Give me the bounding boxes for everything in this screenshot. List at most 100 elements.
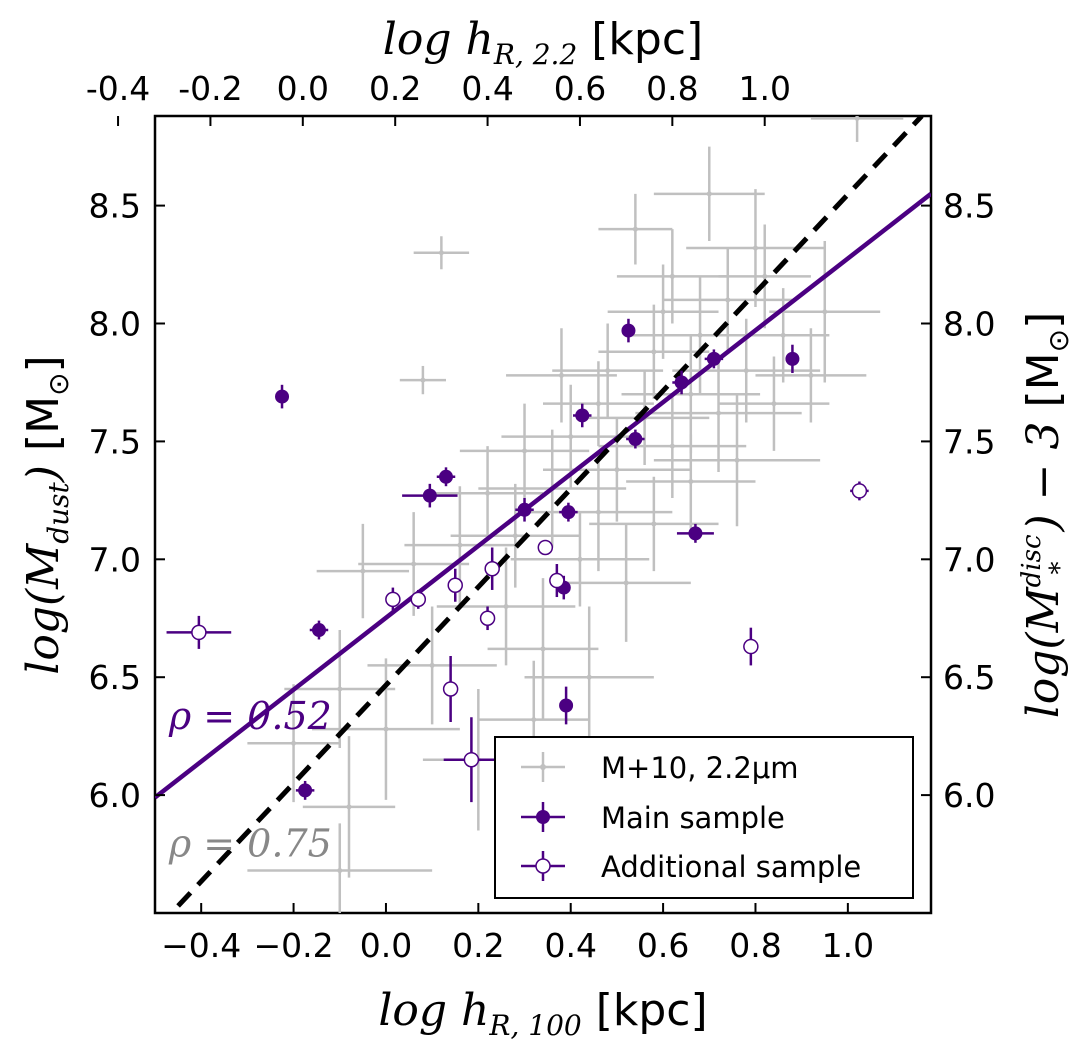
gray-point	[632, 226, 638, 232]
gray-point	[595, 401, 601, 407]
fit-lines-layer	[155, 116, 931, 908]
one-to-one-line	[176, 116, 924, 908]
x-tick-label-top: -0.4	[86, 69, 150, 108]
fit-line	[155, 192, 931, 800]
additional-sample-point	[851, 483, 868, 499]
x-axis-label-bottom-unit: [kpc]	[582, 985, 708, 1036]
gray-point	[752, 245, 758, 251]
legend-entry-main: Main sample	[521, 801, 785, 835]
main-sample-point	[706, 351, 721, 366]
legend-entry-additional: Additional sample	[521, 850, 861, 884]
gray-point	[411, 561, 417, 567]
x-tick-label-bottom: 0.8	[729, 926, 781, 965]
main-sample-point	[559, 698, 574, 713]
gray-point	[540, 646, 546, 652]
x-tick-label-bottom: −0.4	[161, 926, 241, 965]
y-axis-label-right: log(Mdisc*) − 3 [M⊙]	[1017, 312, 1075, 719]
rho-annotation-one-to-one: ρ = 0.75	[168, 821, 332, 865]
additional-sample-point	[537, 539, 554, 556]
rho-annotation-fit: ρ = 0.52	[168, 694, 332, 738]
gray-point	[822, 309, 828, 315]
legend-label-additional: Additional sample	[601, 850, 861, 884]
main-sample-point	[785, 351, 800, 366]
y-axis-label-left-sun: ⊙	[42, 372, 75, 395]
gray-point	[586, 674, 592, 680]
gray-point	[734, 457, 740, 463]
x-tick-label-bottom: 0.4	[544, 926, 596, 965]
gray-point	[558, 372, 564, 378]
y-tick-label-right: 7.0	[943, 540, 995, 579]
main-sample-point	[275, 389, 290, 404]
main-sample-point	[517, 502, 532, 517]
gray-point	[577, 556, 583, 562]
gray-point	[512, 533, 518, 539]
y-axis-label-left-math: log(M	[18, 543, 69, 675]
y-tick-label-right: 7.5	[943, 422, 995, 461]
y-tick-label-left: 8.0	[89, 305, 141, 344]
y-axis-label-right-sun: ⊙	[1042, 329, 1075, 352]
main-sample-point	[688, 526, 703, 541]
gray-point	[531, 717, 537, 723]
x-tick-label-top: 1.0	[738, 69, 790, 108]
x-axis-label-bottom: log hR, 100 [kpc]	[378, 985, 707, 1042]
x-tick-label-top: 0.0	[277, 69, 329, 108]
gray-point	[651, 521, 657, 527]
x-axis-label-top-math: log h	[383, 14, 494, 65]
gray-point	[568, 434, 574, 440]
y-axis-label-left-sub: dust	[42, 481, 75, 543]
additional-sample-point	[385, 591, 401, 608]
x-tick-label-bottom: 0.0	[360, 926, 412, 965]
x-tick-label-top: -0.2	[178, 69, 242, 108]
y-tick-label-left: 8.5	[89, 187, 141, 226]
additional-sample-point	[484, 560, 500, 577]
y-axis-label-right-math: log(M	[1018, 586, 1069, 718]
gray-point	[854, 116, 860, 121]
legend-entry-gray: M+10, 2.2μm	[521, 751, 798, 785]
gray-point	[725, 297, 731, 303]
gray-point	[605, 368, 611, 374]
y-axis-label-right-unit: [M	[1018, 352, 1069, 421]
y-axis-label-left-unit-close: ]	[18, 355, 69, 372]
gray-point	[522, 448, 528, 454]
y-tick-label-left: 7.5	[89, 422, 141, 461]
gray-point	[337, 868, 343, 874]
x-tick-label-top: 0.2	[369, 69, 421, 108]
main-sample-point	[674, 375, 689, 390]
y-axis-label-right-sup: disc	[1017, 534, 1047, 587]
gray-point	[660, 309, 666, 315]
legend-gray-marker	[540, 764, 546, 770]
main-sample-point	[575, 408, 590, 423]
gray-point	[743, 368, 749, 374]
legend-add-marker	[535, 858, 551, 874]
gray-point	[697, 332, 703, 338]
gray-point	[429, 662, 435, 668]
main-sample-point	[561, 505, 576, 520]
x-axis-label-top-unit: [kpc]	[577, 14, 703, 65]
gray-point	[503, 603, 509, 609]
gray-point	[706, 191, 712, 197]
gray-point	[485, 490, 491, 496]
y-tick-label-right: 8.0	[943, 305, 995, 344]
main-sample-point	[298, 783, 313, 798]
sample-series-layer	[166, 318, 869, 803]
legend-main-marker	[536, 810, 550, 824]
gray-point	[383, 726, 389, 732]
gray-point	[716, 410, 722, 416]
y-axis-label-left: log(Mdust) [M⊙]	[18, 355, 75, 674]
gray-point	[688, 478, 694, 484]
y-axis-label-left-close: )	[18, 465, 69, 483]
x-axis-label-top: log hR, 2.2 [kpc]	[383, 14, 703, 71]
additional-sample-point	[442, 681, 459, 697]
gray-point	[420, 377, 426, 383]
gray-point	[780, 332, 786, 338]
x-tick-label-top: 0.4	[461, 69, 513, 108]
main-sample-point	[439, 469, 453, 484]
gray-point	[669, 443, 675, 449]
gray-point	[651, 349, 657, 355]
x-tick-label-bottom: 0.2	[452, 926, 504, 965]
gray-series-layer	[247, 116, 904, 913]
gray-point	[438, 250, 444, 256]
gray-point	[346, 804, 352, 810]
gray-point	[614, 467, 620, 473]
